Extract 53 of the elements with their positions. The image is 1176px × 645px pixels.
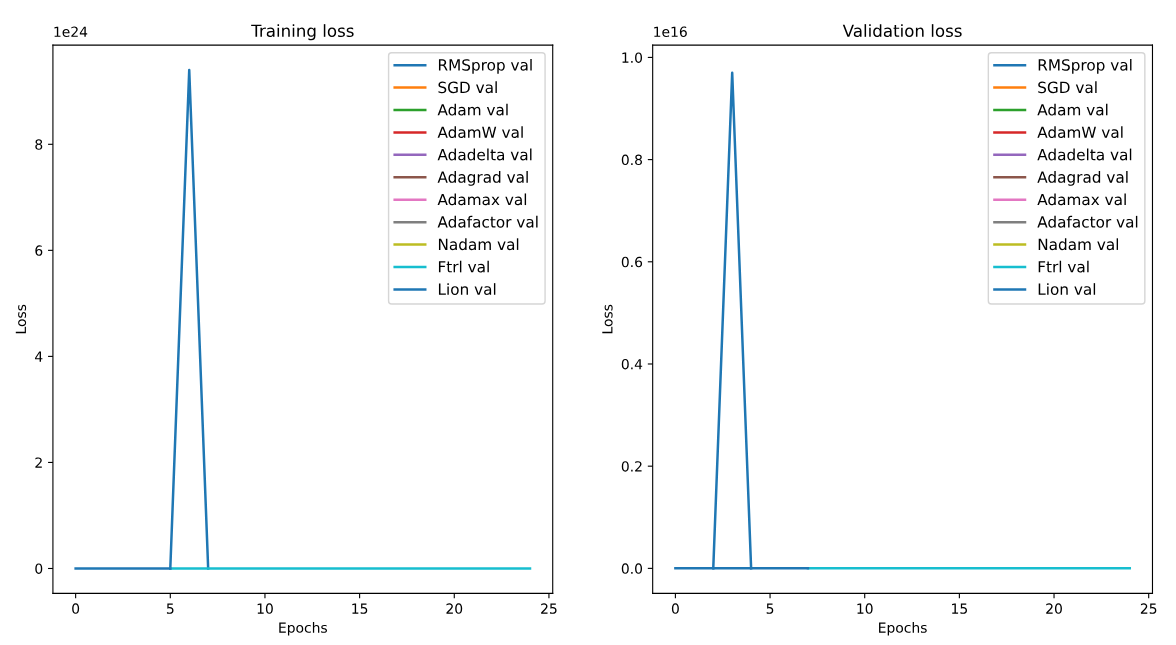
x-tick-label: 25 [541,603,557,614]
y-tick-label: 4 [35,351,43,362]
text: 1e24 [54,26,88,37]
x-tick-label: 10 [857,603,873,614]
legend-label: RMSprop val [1038,58,1132,74]
x-tick-label: 15 [952,603,967,614]
y-tick-label: 1.0 [622,52,643,63]
y-tick-label: 2 [35,457,42,468]
chart-title: Validation loss [842,24,962,38]
legend-label: RMSprop val [438,58,532,74]
legend-label: AdamW val [1037,126,1123,138]
text: 1e16 [654,26,687,37]
y-tick-label: 0.4 [621,358,643,370]
legend-label: Adam val [1037,103,1108,116]
y-tick-label: 0.2 [621,461,642,472]
x-axis-title: Epochs [879,622,927,636]
legend-label: AdamW val [437,126,523,138]
legend-label: Adadelta val [1037,148,1132,161]
x-tick-label: 5 [166,603,174,614]
legend-label: SGD val [438,81,497,94]
x-tick-label: 15 [352,603,368,614]
legend-label: Lion val [438,283,496,295]
legend-label: Adafactor val [1037,215,1138,228]
legend-label: Adagrad val [1037,171,1128,186]
legend-label: Lion val [1038,283,1096,295]
legend-label: Adam val [437,103,508,116]
y-tick-label: 0.6 [621,256,643,268]
x-tick-label: 0 [671,603,679,614]
legend-label: Ftrl val [1038,260,1089,273]
x-tick-label: 20 [446,603,463,614]
y-tick-label: 6 [35,245,43,256]
legend-label: SGD val [1038,81,1097,94]
legend-label: Adamax val [1037,193,1126,206]
x-axis-title: Epochs [279,622,328,636]
y-tick-label: 0 [35,563,43,574]
x-tick-label: 0 [72,603,80,614]
legend-label: Ftrl val [438,260,489,273]
y-tick-label: 0.8 [621,154,643,166]
legend-label: Nadam val [438,238,519,251]
y-tick-label: 0.0 [621,563,643,574]
y-tick-label: 8 [35,139,43,150]
y-axis-title: Loss [15,304,27,334]
legend-label: Adamax val [437,193,527,206]
x-tick-label: 25 [1140,603,1157,614]
legend-label: Adadelta val [437,148,532,161]
legend-label: Nadam val [1038,238,1119,251]
legend-label: Adagrad val [437,171,528,186]
chart-title: Training loss [251,24,354,41]
x-tick-label: 5 [766,603,774,614]
y-axis-title: Loss [602,304,613,334]
legend-label: Adafactor val [437,215,538,228]
x-tick-label: 20 [1046,603,1062,614]
x-tick-label: 10 [257,603,273,614]
